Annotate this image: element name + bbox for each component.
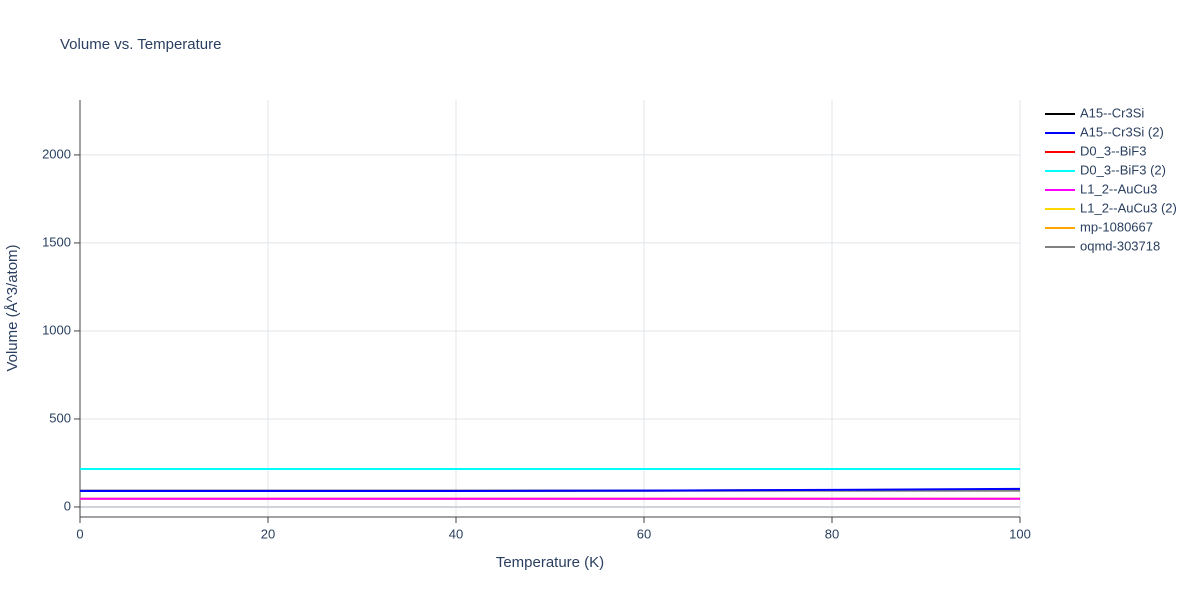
y-tick-label: 500: [49, 410, 71, 425]
y-tick-label: 1500: [42, 234, 71, 249]
x-tick-label: 60: [637, 526, 651, 541]
x-axis-title: Temperature (K): [496, 554, 604, 571]
series-line: [80, 487, 1021, 492]
chart-title: Volume vs. Temperature: [60, 36, 221, 53]
legend-label: D0_3--BiF3 (2): [1080, 162, 1166, 177]
x-tick-label: 40: [449, 526, 463, 541]
x-tick-label: 80: [825, 526, 839, 541]
y-tick-label: 0: [64, 498, 71, 513]
legend-label: oqmd-303718: [1080, 238, 1160, 253]
x-tick-label: 0: [76, 526, 83, 541]
x-tick-label: 20: [261, 526, 275, 541]
legend: A15--Cr3Si A15--Cr3Si (2) D0_3--BiF3 D0_3--…: [1045, 105, 1177, 253]
legend-label: L1_2--AuCu3 (2): [1080, 200, 1177, 215]
x-tick-label: 100: [1009, 526, 1031, 541]
legend-label: L1_2--AuCu3: [1080, 181, 1157, 196]
legend-label: mp-1080667: [1080, 219, 1153, 234]
legend-label: A15--Cr3Si: [1080, 105, 1144, 120]
y-tick-label: 2000: [42, 146, 71, 161]
legend-label: D0_3--BiF3: [1080, 143, 1146, 158]
y-axis-title: Volume (Å^3/atom): [4, 244, 21, 371]
y-tick-label: 1000: [42, 322, 71, 337]
legend-label: A15--Cr3Si (2): [1080, 124, 1164, 139]
